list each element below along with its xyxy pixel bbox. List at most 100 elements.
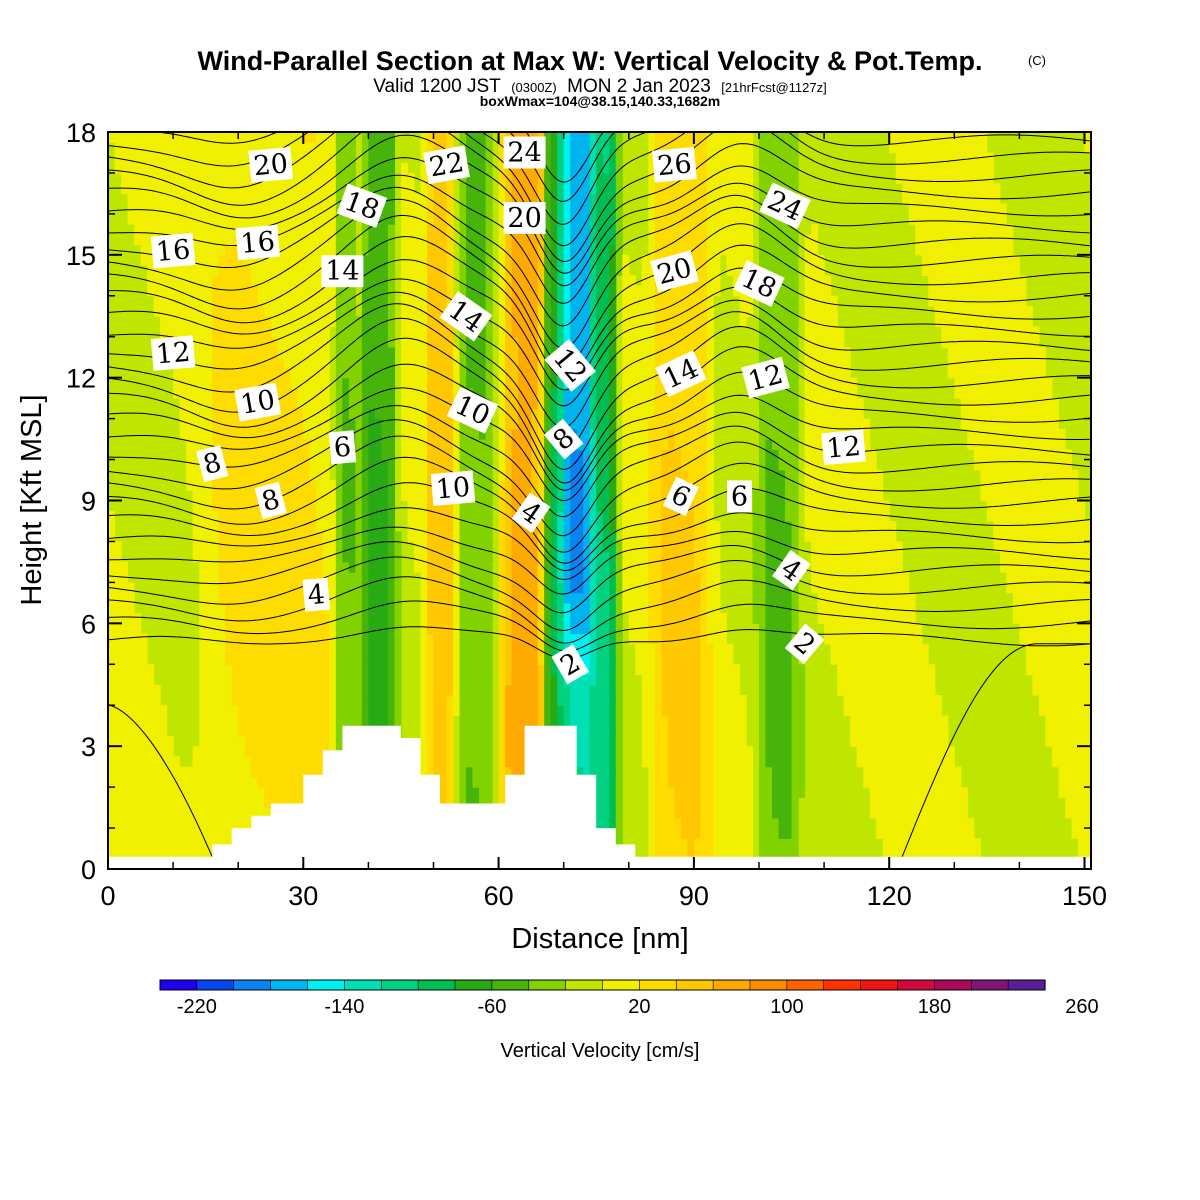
- velocity-cell: [466, 336, 474, 348]
- velocity-cell: [270, 203, 278, 215]
- velocity-cell: [342, 367, 350, 379]
- velocity-cell: [322, 500, 330, 512]
- velocity-cell: [179, 132, 187, 143]
- velocity-cell: [290, 326, 298, 338]
- velocity-cell: [466, 735, 474, 747]
- velocity-cell: [283, 551, 291, 563]
- velocity-cell: [596, 623, 604, 635]
- velocity-cell: [218, 684, 226, 696]
- velocity-cell: [270, 295, 278, 307]
- velocity-cell: [348, 623, 356, 635]
- velocity-cell: [348, 654, 356, 665]
- velocity-cell: [218, 244, 226, 256]
- velocity-cell: [231, 694, 239, 706]
- velocity-cell: [511, 684, 519, 696]
- velocity-cell: [544, 654, 552, 665]
- velocity-cell: [544, 377, 552, 389]
- velocity-cell: [596, 367, 604, 379]
- velocity-cell: [511, 531, 519, 543]
- velocity-cell: [531, 623, 539, 635]
- velocity-cell: [485, 316, 493, 328]
- velocity-cell: [387, 582, 396, 594]
- velocity-cell: [479, 725, 487, 737]
- velocity-cell: [420, 531, 428, 543]
- velocity-cell: [348, 244, 356, 256]
- velocity-cell: [472, 203, 480, 215]
- velocity-cell: [622, 531, 630, 543]
- velocity-cell: [531, 694, 539, 706]
- velocity-cell: [179, 418, 187, 430]
- velocity-cell: [466, 715, 474, 727]
- velocity-cell: [589, 633, 597, 645]
- velocity-cell: [283, 469, 291, 481]
- velocity-cell: [602, 285, 610, 297]
- velocity-cell: [466, 183, 474, 195]
- velocity-cell: [400, 203, 409, 215]
- velocity-cell: [296, 377, 304, 389]
- velocity-cell: [368, 664, 376, 676]
- velocity-cell: [134, 694, 142, 706]
- velocity-cell: [251, 285, 259, 297]
- velocity-cell: [505, 746, 513, 758]
- velocity-cell: [316, 265, 324, 276]
- velocity-cell: [420, 162, 428, 174]
- velocity-cell: [485, 705, 493, 717]
- velocity-cell: [550, 306, 558, 317]
- velocity-cell: [622, 469, 630, 481]
- velocity-cell: [335, 193, 343, 205]
- velocity-cell: [257, 541, 265, 553]
- velocity-cell: [374, 418, 383, 430]
- velocity-cell: [329, 664, 337, 676]
- velocity-cell: [303, 244, 311, 256]
- velocity-cell: [283, 398, 291, 409]
- velocity-cell: [440, 541, 448, 553]
- velocity-cell: [179, 224, 187, 235]
- velocity-cell: [205, 326, 213, 338]
- velocity-cell: [387, 602, 396, 614]
- velocity-cell: [381, 306, 389, 317]
- velocity-cell: [160, 807, 168, 819]
- velocity-cell: [440, 756, 448, 768]
- velocity-cell: [602, 684, 610, 696]
- velocity-cell: [153, 848, 161, 860]
- velocity-cell: [596, 602, 604, 614]
- velocity-cell: [296, 694, 304, 706]
- velocity-cell: [387, 254, 396, 266]
- velocity-cell: [420, 480, 428, 491]
- velocity-cell: [283, 295, 291, 307]
- velocity-cell: [303, 756, 311, 768]
- velocity-cell: [277, 142, 285, 154]
- velocity-cell: [498, 490, 506, 502]
- velocity-cell: [498, 623, 506, 635]
- velocity-cell: [218, 377, 226, 389]
- velocity-cell: [251, 776, 259, 788]
- velocity-cell: [277, 643, 285, 655]
- velocity-cell: [251, 756, 259, 768]
- velocity-cell: [160, 203, 168, 215]
- velocity-cell: [283, 377, 291, 389]
- velocity-cell: [440, 684, 448, 696]
- velocity-cell: [537, 326, 545, 338]
- valid-time-line: Valid 1200 JST (0300Z) MON 2 Jan 2023 [2…: [373, 76, 826, 97]
- velocity-cell: [505, 336, 513, 348]
- velocity-cell: [283, 203, 291, 215]
- velocity-cell: [361, 142, 369, 154]
- velocity-cell: [550, 633, 558, 645]
- velocity-cell: [511, 756, 519, 768]
- velocity-cell: [413, 561, 422, 573]
- velocity-cell: [524, 193, 532, 205]
- velocity-cell: [485, 439, 493, 450]
- velocity-cell: [602, 408, 610, 420]
- velocity-cell: [622, 582, 630, 594]
- velocity-cell: [589, 500, 597, 512]
- velocity-cell: [426, 316, 435, 328]
- velocity-cell: [296, 295, 304, 307]
- velocity-cell: [218, 746, 226, 758]
- velocity-cell: [290, 715, 298, 727]
- velocity-cell: [557, 551, 565, 563]
- velocity-cell: [596, 285, 604, 297]
- velocity-cell: [381, 541, 389, 553]
- velocity-cell: [498, 357, 506, 369]
- velocity-cell: [212, 265, 220, 276]
- velocity-cell: [602, 336, 610, 348]
